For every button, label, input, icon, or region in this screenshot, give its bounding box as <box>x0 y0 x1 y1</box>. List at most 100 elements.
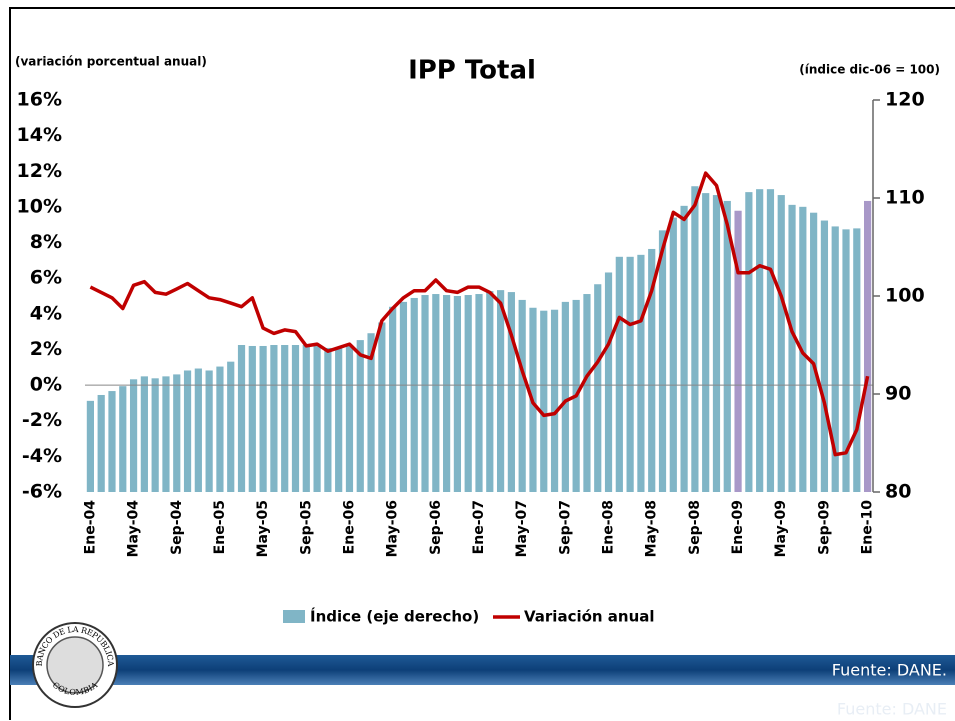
bar <box>756 189 764 492</box>
x-tick-label: Sep-06 <box>428 500 444 555</box>
bar <box>119 386 127 492</box>
y-tick-label: 12% <box>17 160 62 182</box>
bar <box>766 189 775 492</box>
bar <box>853 228 861 492</box>
bar <box>129 379 138 492</box>
bar <box>237 345 246 492</box>
x-tick-label: Sep-09 <box>816 500 832 555</box>
bar <box>227 361 235 492</box>
bar <box>464 295 472 492</box>
y-tick-label: -4% <box>22 445 62 467</box>
x-tick-label: Ene-09 <box>730 500 746 554</box>
bar <box>594 284 602 492</box>
legend-swatch <box>283 610 305 623</box>
x-tick-label: May-08 <box>644 500 660 557</box>
bar <box>410 297 418 492</box>
x-tick-label: May-07 <box>514 500 530 557</box>
x-tick-label: May-09 <box>773 500 789 557</box>
bar <box>378 322 386 492</box>
bar <box>788 204 796 493</box>
y-tick-label: 4% <box>30 302 62 324</box>
bar <box>194 368 202 492</box>
logo-face <box>46 636 104 694</box>
x-tick-label: Ene-08 <box>601 500 617 554</box>
y-tick-label: 6% <box>30 267 62 289</box>
source: Fuente: DANE. <box>832 661 947 680</box>
source-echo: Fuente: DANE <box>837 700 947 719</box>
bar <box>335 346 343 492</box>
bar <box>691 186 699 493</box>
bar <box>108 391 116 492</box>
bar <box>475 294 483 492</box>
bar <box>486 291 494 492</box>
bar <box>550 309 559 492</box>
chart-title: IPP Total <box>408 56 536 86</box>
bar <box>281 345 289 492</box>
y-axis-label: (variación porcentual anual) <box>15 55 207 69</box>
x-tick-label: Ene-07 <box>471 500 487 554</box>
bar <box>604 272 613 492</box>
x-tick-label: May-05 <box>255 500 271 557</box>
bar <box>302 345 310 492</box>
bar <box>151 378 159 492</box>
bar <box>97 394 105 492</box>
bar <box>777 195 785 492</box>
bar <box>669 217 677 492</box>
bar <box>561 301 569 492</box>
bar <box>864 200 872 492</box>
x-tick-label: Sep-05 <box>298 500 314 555</box>
bar <box>734 210 742 493</box>
bar <box>173 374 181 492</box>
y-tick-label: -2% <box>22 409 62 431</box>
bar <box>810 212 818 492</box>
y2-tick-label: 110 <box>885 187 925 209</box>
bar <box>583 294 591 492</box>
bar <box>702 193 710 492</box>
y-tick-label: -6% <box>22 481 62 503</box>
x-tick-label: Ene-04 <box>82 500 98 555</box>
x-tick-label: Ene-10 <box>860 500 876 555</box>
y-tick-label: 16% <box>17 89 62 111</box>
bar <box>399 301 408 492</box>
x-tick-label: May-04 <box>126 500 142 558</box>
bar <box>540 310 548 492</box>
bar <box>680 205 688 492</box>
y2-tick-label: 100 <box>885 285 925 307</box>
bar <box>421 295 429 492</box>
bar <box>626 256 634 492</box>
bar <box>183 370 192 492</box>
bar <box>432 294 440 492</box>
bar <box>162 376 170 492</box>
bar <box>648 248 656 492</box>
x-tick-label: Sep-08 <box>687 500 703 555</box>
footer-band <box>10 655 955 685</box>
y2-axis-label: (índice dic-06 = 100) <box>799 63 940 77</box>
y-tick-label: 0% <box>30 374 62 396</box>
bar <box>820 220 829 493</box>
y2-tick-label: 80 <box>885 481 911 503</box>
y-tick-label: 10% <box>17 195 62 217</box>
bar <box>842 229 850 493</box>
bar <box>745 192 753 492</box>
y-tick-label: 14% <box>17 124 62 146</box>
bar <box>658 230 667 492</box>
bar <box>443 295 451 492</box>
bar <box>389 306 397 492</box>
bar <box>496 290 505 492</box>
bar <box>259 345 267 492</box>
legend-label: Índice (eje derecho) <box>310 607 479 626</box>
bar <box>831 226 839 493</box>
bar <box>507 292 515 492</box>
bar <box>723 200 731 492</box>
frame <box>9 7 955 720</box>
bar <box>86 400 94 492</box>
bar <box>637 254 645 492</box>
bar <box>367 333 375 492</box>
x-tick-label: Ene-06 <box>341 500 357 554</box>
bar <box>270 345 278 492</box>
bar <box>712 195 721 492</box>
bar <box>313 345 321 492</box>
legend-label: Variación anual <box>524 608 655 626</box>
y-tick-label: 2% <box>30 338 62 360</box>
